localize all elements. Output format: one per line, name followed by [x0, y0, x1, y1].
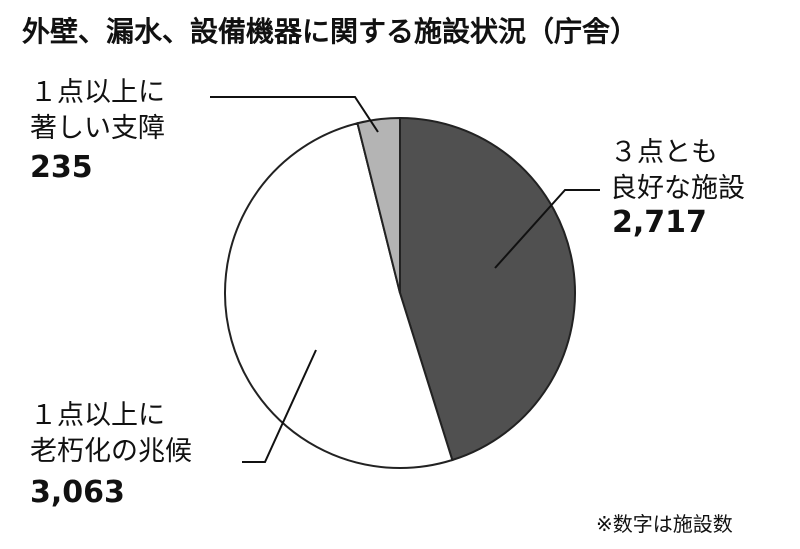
slice-label: １点以上に 老朽化の兆候 — [30, 400, 192, 467]
chart-title: 外壁、漏水、設備機器に関する施設状況（庁舎） — [22, 15, 639, 48]
value-label: 2,717 — [612, 205, 707, 240]
pie-slice — [399, 116, 576, 462]
note: ※数字は施設数 — [596, 512, 733, 536]
slice-label: ３点とも 良好な施設 — [610, 137, 745, 204]
leader-line — [494, 189, 600, 269]
value-label: 235 — [30, 150, 93, 185]
slice-label: １点以上に 著しい支障 — [30, 77, 165, 144]
leader-line — [210, 96, 379, 133]
pie-slice — [356, 116, 401, 294]
pie-slice — [224, 122, 454, 469]
leader-line — [242, 349, 317, 463]
value-label: 3,063 — [30, 475, 125, 510]
